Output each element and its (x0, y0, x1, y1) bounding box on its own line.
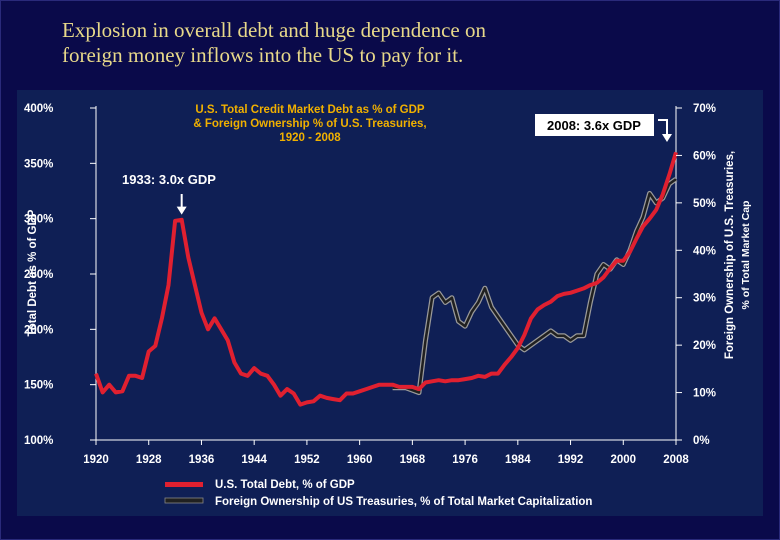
x-tick-label: 2000 (610, 454, 636, 466)
x-tick-label: 1936 (189, 454, 215, 466)
y-right-tick-label: 30% (693, 293, 716, 305)
y-left-tick-label: 350% (24, 158, 53, 170)
y-right-tick-label: 40% (693, 245, 716, 257)
x-tick-label: 1928 (136, 454, 162, 466)
y-left-tick-label: 400% (24, 103, 53, 115)
y-axis-right-label-line-1: Foreign Ownership of U.S. Treasuries, (724, 151, 736, 359)
legend-swatch-debt (165, 482, 203, 487)
slide-title-line-2: foreign money inflows into the US to pay… (62, 43, 464, 67)
y-left-tick-label: 200% (24, 324, 53, 336)
y-right-tick-label: 70% (693, 103, 716, 115)
y-right-tick-label: 50% (693, 198, 716, 210)
x-tick-label: 1984 (505, 454, 531, 466)
debt-chart: U.S. Total Credit Market Debt as % of GD… (24, 103, 752, 508)
series-total-debt (94, 151, 678, 407)
x-tick-label: 2008 (663, 454, 689, 466)
annotation-1933: 1933: 3.0x GDP (122, 172, 216, 187)
x-tick-label: 1976 (452, 454, 478, 466)
x-tick-label: 1960 (347, 454, 373, 466)
y-left-tick-label: 150% (24, 380, 53, 392)
slide-title-line-1: Explosion in overall debt and huge depen… (62, 18, 486, 42)
chart-title-line-1: U.S. Total Credit Market Debt as % of GD… (195, 104, 425, 116)
legend-label-foreign: Foreign Ownership of US Treasuries, % of… (215, 496, 592, 508)
legend-swatch-foreign (164, 497, 204, 504)
x-tick-label: 1992 (558, 454, 584, 466)
chart-title-line-3: 1920 - 2008 (279, 132, 341, 144)
x-tick-label: 1952 (294, 454, 320, 466)
slide-title: Explosion in overall debt and huge depen… (62, 18, 712, 68)
y-axis-left-label: Total Debt as % of GDP (27, 209, 39, 336)
x-tick-label: 1944 (241, 454, 267, 466)
y-right-tick-label: 0% (693, 435, 710, 447)
series-foreign-ownership (392, 178, 677, 394)
y-left-tick-label: 300% (24, 214, 53, 226)
annotation-2008: 2008: 3.6x GDP (547, 118, 641, 133)
chart-title-line-2: & Foreign Ownership % of U.S. Treasuries… (193, 118, 426, 130)
y-right-tick-label: 60% (693, 150, 716, 162)
annotation-2008-arrowhead (662, 134, 672, 142)
y-left-tick-label: 100% (24, 435, 53, 447)
y-right-tick-label: 20% (693, 340, 716, 352)
annotation-2008-box (535, 114, 654, 136)
x-tick-label: 1920 (83, 454, 109, 466)
series-foreign-outline (392, 177, 678, 396)
legend-label-debt: U.S. Total Debt, % of GDP (215, 479, 355, 491)
y-right-tick-label: 10% (693, 388, 716, 400)
y-left-tick-label: 250% (24, 269, 53, 281)
annotation-2008-arrow (658, 119, 668, 136)
chart-panel: U.S. Total Credit Market Debt as % of GD… (17, 90, 763, 516)
annotation-1933-arrowhead (176, 206, 187, 215)
x-tick-label: 1968 (400, 454, 426, 466)
y-axis-right-label-line-2: % of Total Market Cap (740, 201, 752, 310)
